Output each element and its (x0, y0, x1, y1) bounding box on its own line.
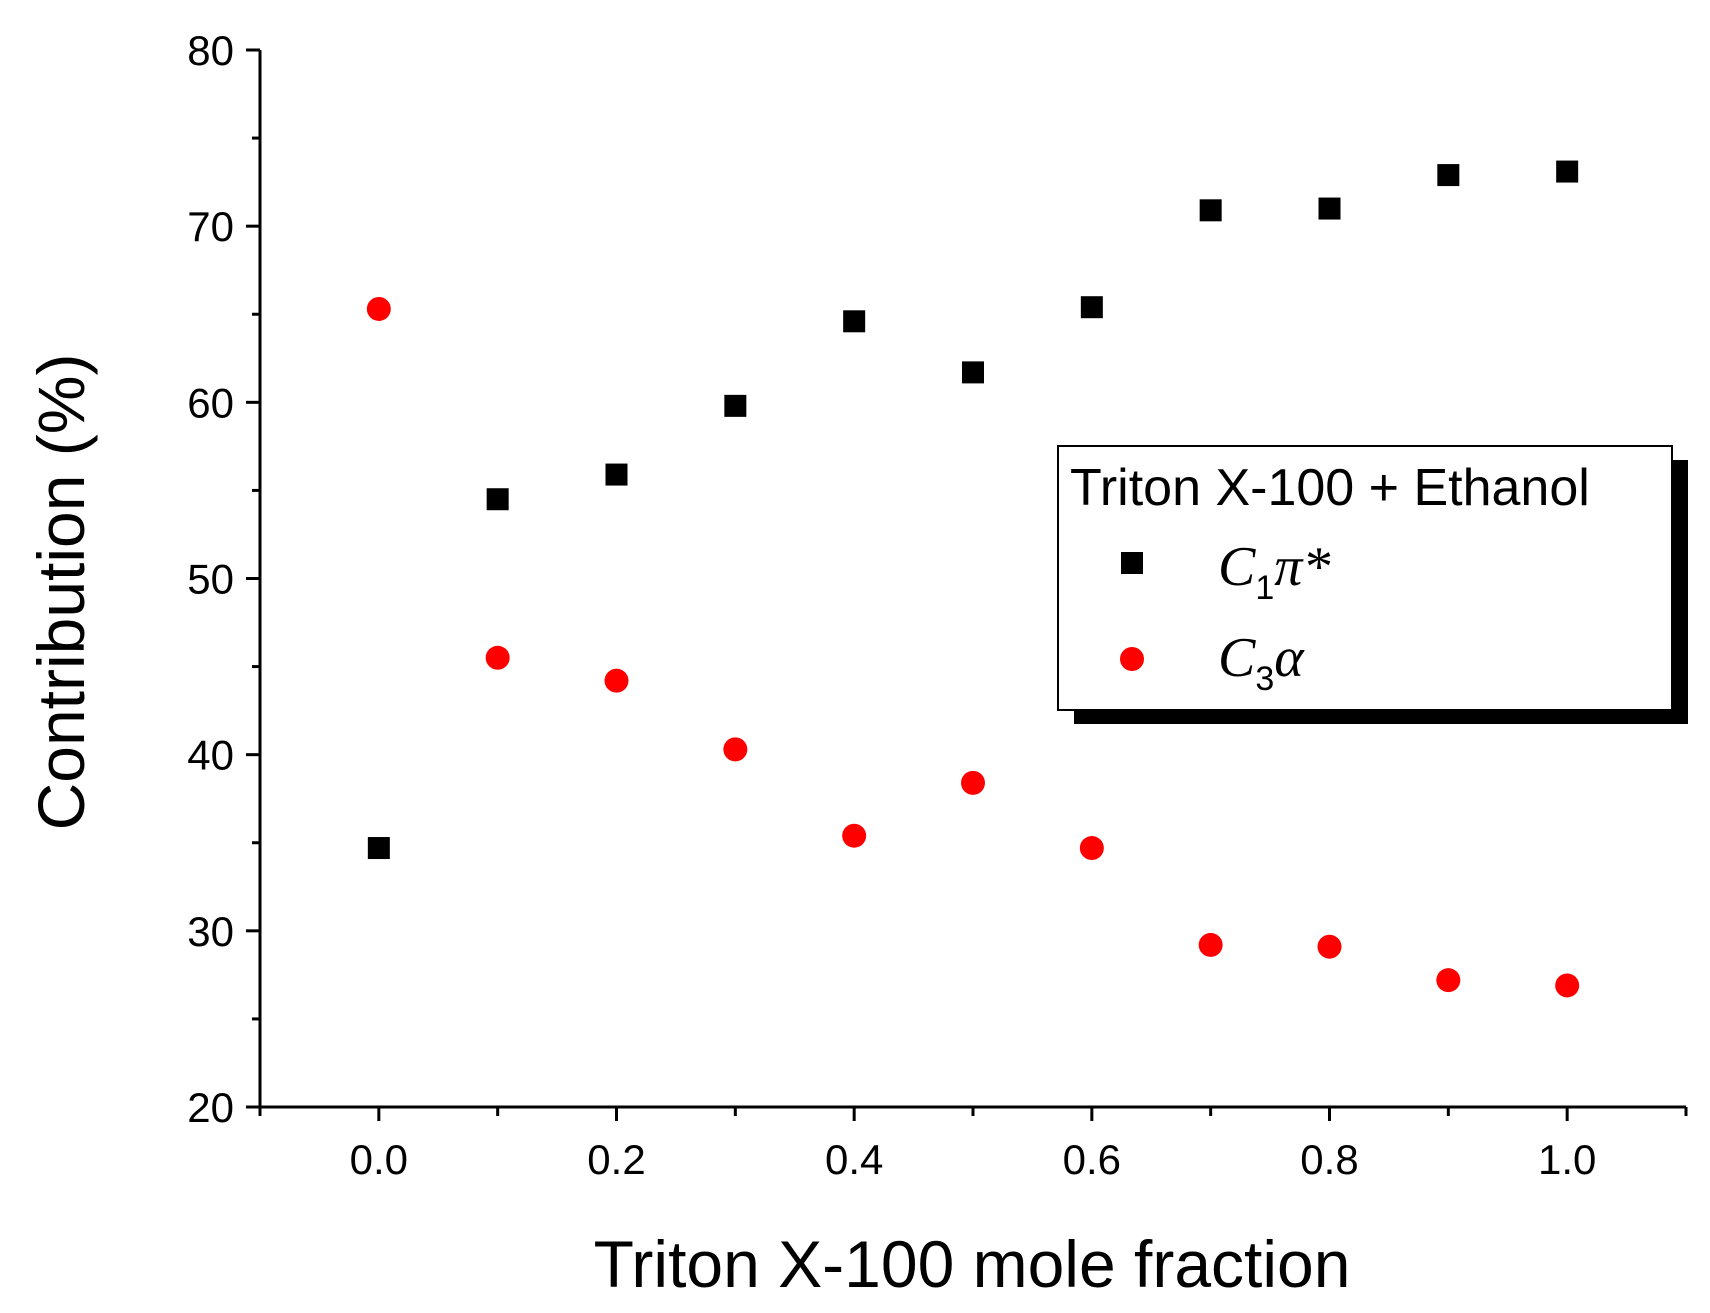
x-tick-label: 1.0 (1538, 1136, 1596, 1183)
series-2-point (366, 296, 391, 321)
y-tick-label: 20 (187, 1084, 234, 1131)
legend-label-series-1: C1π* (1218, 536, 1330, 607)
series-2-point (961, 770, 985, 795)
y-tick-label: 30 (187, 908, 234, 955)
axis-ticks: 20 30 40 50 60 70 80 0.0 0.2 0.4 0.6 0.8 1.0 (187, 27, 1688, 1183)
series-1-point (1556, 160, 1579, 183)
legend-label-rest: π* (1274, 536, 1330, 598)
series-2-point (1198, 932, 1223, 957)
x-axis-title: Triton X-100 mole fraction (594, 1227, 1351, 1301)
x-tick-label: 0.0 (350, 1136, 408, 1183)
series-2-point (1317, 934, 1342, 959)
series-1-point (1080, 296, 1103, 319)
series-1-point (1199, 199, 1222, 222)
legend-label-series-2: C3α (1218, 627, 1305, 698)
legend-title: Triton X-100 + Ethanol (1070, 459, 1590, 517)
series-2-point (485, 645, 510, 670)
x-tick-label: 0.8 (1300, 1136, 1358, 1183)
series-2-point (723, 737, 748, 762)
series-1-point (486, 488, 509, 511)
x-tick-label: 0.6 (1063, 1136, 1121, 1183)
y-axis-title: Contribution (%) (24, 354, 98, 831)
series-2-point (1555, 973, 1580, 998)
legend-marker-circle (1120, 647, 1144, 671)
y-tick-label: 40 (187, 732, 234, 779)
legend-marker-square (1121, 552, 1143, 574)
series-1-point (605, 463, 628, 486)
y-tick-label: 50 (187, 556, 234, 603)
series-1-point (843, 310, 866, 333)
legend-label-sub: 1 (1255, 569, 1274, 607)
y-tick-label: 60 (187, 379, 234, 426)
series-2-point (1436, 968, 1461, 993)
series-2-point (842, 823, 867, 848)
legend-label-main: C (1218, 627, 1256, 689)
series-1-point (367, 837, 390, 860)
series-1-point (962, 361, 984, 384)
legend-label-main: C (1218, 536, 1256, 598)
legend-box (1057, 445, 1673, 711)
series-1-point (1437, 164, 1460, 187)
series-1-point (724, 394, 747, 417)
legend-label-sub: 3 (1255, 660, 1274, 698)
series-2-point (1079, 836, 1104, 861)
series-2-point (604, 668, 629, 693)
legend: Triton X-100 + Ethanol C1π* C3α (1057, 445, 1688, 724)
series-1-point (1318, 197, 1341, 220)
data-points (366, 160, 1580, 998)
x-tick-label: 0.4 (825, 1136, 883, 1183)
y-tick-label: 70 (187, 203, 234, 250)
x-tick-label: 0.2 (587, 1136, 645, 1183)
legend-label-rest: α (1274, 627, 1305, 689)
y-tick-label: 80 (187, 27, 234, 74)
